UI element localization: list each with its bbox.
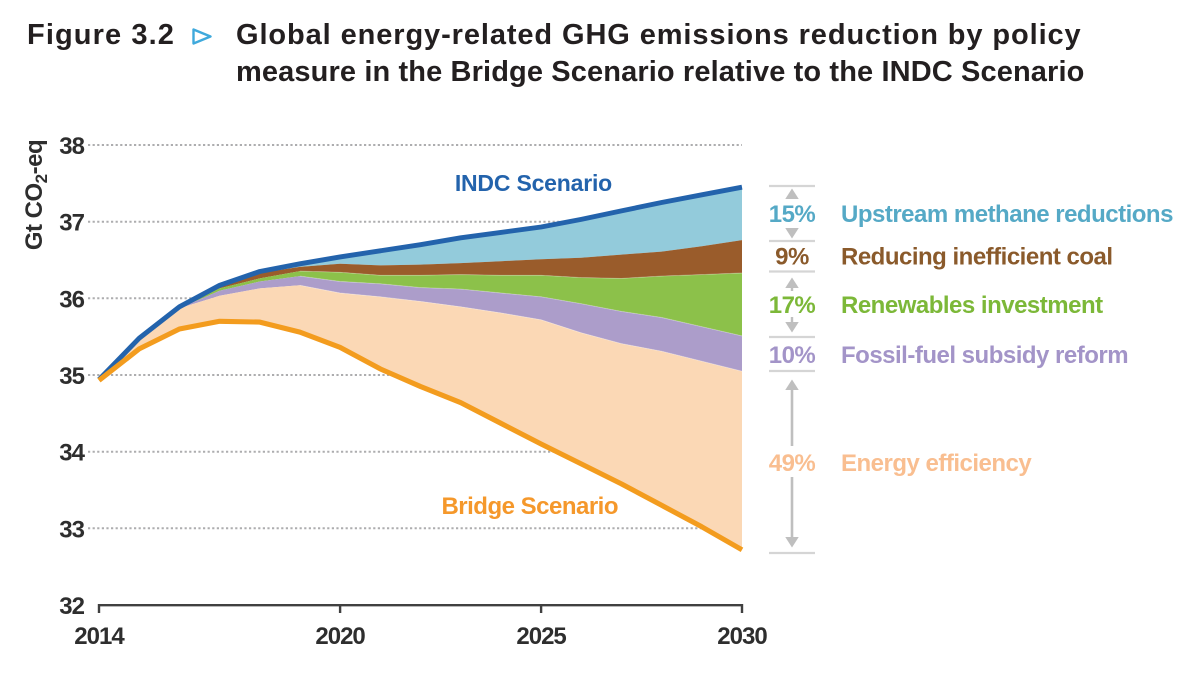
svg-text:Gt CO2-eq: Gt CO2-eq (21, 140, 51, 250)
svg-text:Renewables investment: Renewables investment (841, 292, 1103, 319)
svg-text:36: 36 (59, 286, 84, 313)
svg-text:38: 38 (59, 133, 84, 160)
svg-text:2025: 2025 (516, 623, 566, 650)
svg-text:32: 32 (59, 593, 84, 620)
svg-text:15%: 15% (769, 201, 816, 228)
svg-text:Reducing inefficient coal: Reducing inefficient coal (841, 244, 1113, 271)
svg-text:2014: 2014 (74, 623, 125, 650)
svg-text:INDC Scenario: INDC Scenario (455, 170, 612, 196)
svg-text:17%: 17% (769, 292, 816, 319)
svg-text:33: 33 (59, 516, 84, 543)
svg-text:10%: 10% (769, 342, 816, 369)
svg-text:Upstream methane reductions: Upstream methane reductions (841, 201, 1173, 228)
svg-text:35: 35 (59, 363, 84, 390)
svg-text:Energy efficiency: Energy efficiency (841, 450, 1032, 477)
svg-text:34: 34 (59, 440, 85, 467)
svg-text:Bridge Scenario: Bridge Scenario (441, 493, 618, 520)
svg-text:Fossil-fuel subsidy reform: Fossil-fuel subsidy reform (841, 342, 1128, 369)
svg-text:2020: 2020 (315, 623, 365, 650)
svg-text:49%: 49% (769, 450, 816, 477)
svg-text:9%: 9% (775, 244, 809, 271)
svg-text:37: 37 (59, 210, 84, 237)
svg-text:2030: 2030 (717, 623, 767, 650)
